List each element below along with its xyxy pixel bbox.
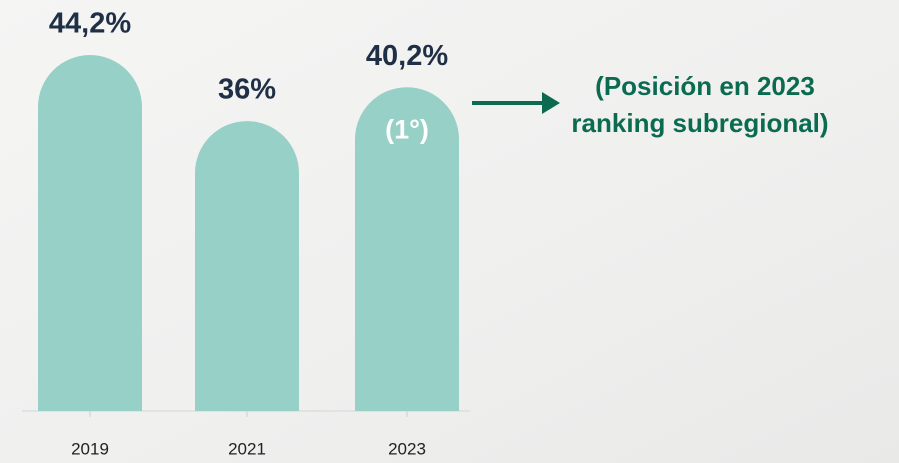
x-tick-label: 2023: [388, 439, 426, 458]
annotation-line: (Posición en 2023: [595, 71, 815, 101]
value-label: 44,2%: [49, 8, 131, 40]
value-label: 40,2%: [366, 40, 448, 72]
annotation-line: ranking subregional): [571, 108, 828, 138]
bar: [195, 121, 299, 411]
bar: [38, 55, 142, 411]
bar-note: (1°): [385, 114, 429, 144]
x-tick-label: 2021: [228, 439, 266, 458]
value-label: 36%: [218, 74, 276, 106]
bar: [355, 87, 459, 411]
x-tick-label: 2019: [71, 439, 109, 458]
arrow-head: [542, 92, 560, 114]
